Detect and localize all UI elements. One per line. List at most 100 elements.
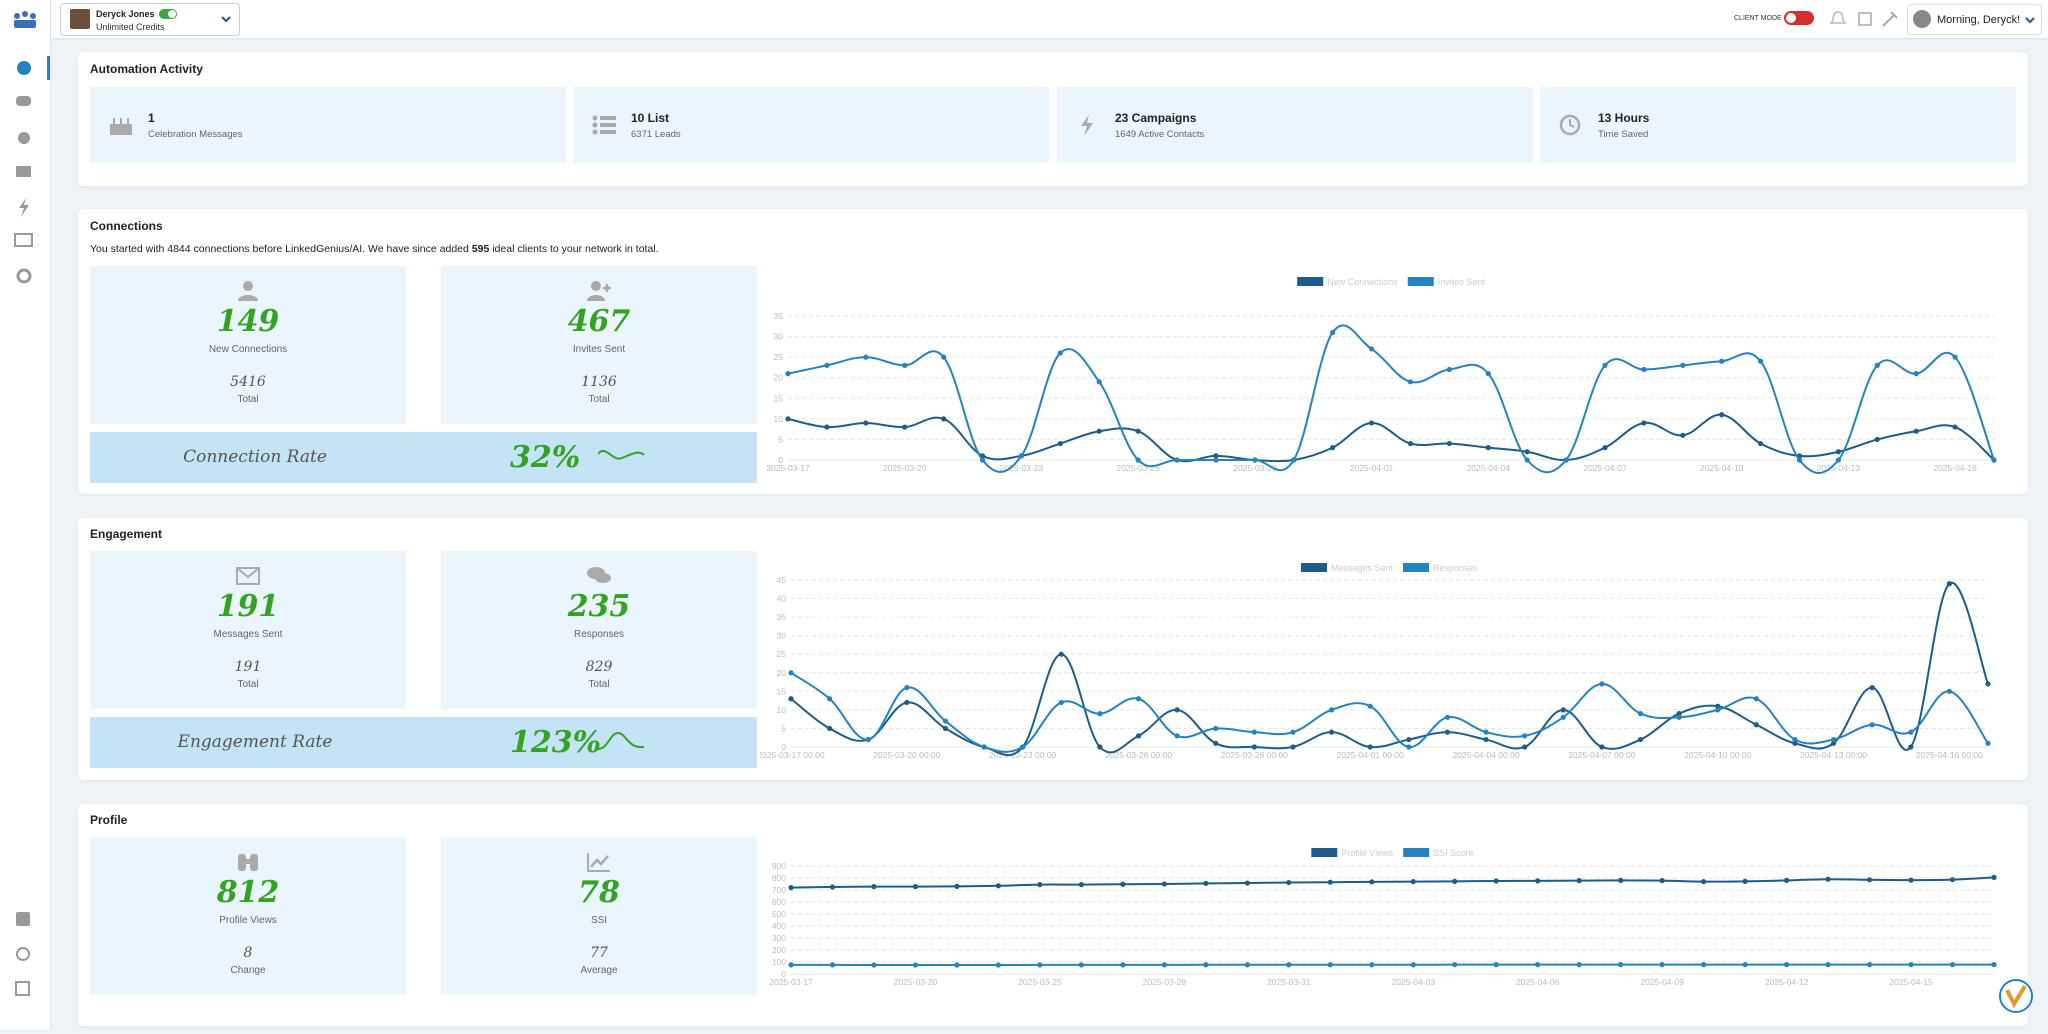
y-tick-label: 20 — [777, 668, 787, 678]
rate-sparkline — [598, 446, 648, 473]
tile-icon — [235, 851, 261, 878]
legend-swatch — [1408, 277, 1434, 286]
data-point — [1754, 696, 1759, 701]
client-mode-toggle[interactable] — [1784, 11, 1814, 25]
nav-support[interactable] — [17, 948, 29, 960]
data-point — [1369, 879, 1374, 884]
data-point — [1097, 711, 1102, 716]
legend-label: New Connections — [1327, 277, 1398, 287]
data-point — [902, 363, 907, 368]
y-tick-label: 700 — [772, 885, 786, 895]
credits: Unlimited Credits — [96, 22, 165, 32]
data-point — [1252, 730, 1257, 735]
x-tick-label: 2025-04-09 — [1640, 977, 1684, 987]
data-point — [1162, 881, 1167, 886]
data-point — [1213, 726, 1218, 731]
data-point — [1019, 453, 1024, 458]
data-point — [1494, 962, 1499, 967]
user-toggle[interactable] — [159, 9, 177, 19]
legend-label: Profile Views — [1341, 848, 1393, 858]
data-point — [1522, 744, 1527, 749]
stat-label: Profile Views — [90, 915, 406, 926]
data-point — [1825, 877, 1830, 882]
data-point — [1522, 733, 1527, 738]
icon-glyph — [235, 851, 261, 873]
data-point — [1950, 962, 1955, 967]
x-tick-label: 2025-04-12 — [1765, 977, 1809, 987]
data-point — [1947, 689, 1952, 694]
data-point — [1452, 879, 1457, 884]
nav-contacts[interactable] — [18, 132, 30, 144]
data-point — [1680, 363, 1685, 368]
nav-linkedin[interactable] — [16, 912, 30, 926]
data-point — [1213, 457, 1218, 462]
data-point — [941, 355, 946, 360]
data-point — [1535, 962, 1540, 967]
nav-lists[interactable] — [16, 166, 31, 177]
data-point — [1618, 878, 1623, 883]
series-line — [791, 877, 1994, 887]
nav-templates[interactable] — [15, 234, 32, 246]
rate-sparkline — [598, 731, 648, 758]
x-tick-label: 2025-04-07 — [1583, 463, 1627, 473]
y-tick-label: 15 — [774, 393, 784, 403]
panel-title: Profile — [90, 813, 127, 827]
data-point — [1952, 424, 1957, 429]
tile-value: 1 — [148, 111, 155, 125]
data-point — [871, 884, 876, 889]
nav-logout[interactable] — [16, 982, 29, 995]
data-point — [1411, 962, 1416, 967]
data-point — [1985, 741, 1990, 746]
data-point — [785, 371, 790, 376]
account-dropdown[interactable]: Deryck Jones Unlimited Credits — [60, 3, 240, 36]
legend-swatch — [1311, 848, 1337, 857]
data-point — [1676, 715, 1681, 720]
data-point — [1245, 880, 1250, 885]
nav-campaigns[interactable] — [19, 198, 29, 217]
data-point — [1754, 722, 1759, 727]
intro-text: You started with 4844 connections before… — [90, 243, 469, 255]
magic[interactable] — [1883, 12, 1897, 26]
nav-dashboard[interactable] — [17, 61, 31, 75]
y-tick-label: 25 — [774, 352, 784, 362]
data-point — [1680, 433, 1685, 438]
data-point — [824, 363, 829, 368]
data-point — [1406, 737, 1411, 742]
icon-glyph — [235, 280, 261, 302]
tile-label: Time Saved — [1598, 129, 1648, 140]
header-icons — [1828, 9, 1908, 29]
tasks[interactable] — [1859, 13, 1871, 25]
data-point — [1563, 457, 1568, 462]
user-name: Deryck Jones — [96, 9, 155, 19]
data-point — [1245, 962, 1250, 967]
icon-glyph — [591, 114, 617, 136]
nav-settings[interactable] — [18, 270, 30, 282]
profile-menu[interactable]: Morning, Deryck! — [1907, 4, 2042, 35]
x-tick-label: 2025-04-07 00:00 — [1568, 750, 1635, 760]
notifications[interactable] — [1831, 12, 1845, 23]
data-point — [1784, 878, 1789, 883]
y-tick-label: 800 — [772, 873, 786, 883]
data-point — [1599, 681, 1604, 686]
data-point — [1758, 359, 1763, 364]
data-point — [1203, 962, 1208, 967]
x-tick-label: 2025-04-10 00:00 — [1684, 750, 1751, 760]
data-point — [1286, 880, 1291, 885]
nav-messages[interactable] — [16, 96, 31, 106]
x-tick-label: 2025-04-04 — [1467, 463, 1511, 473]
data-point — [1914, 371, 1919, 376]
data-point — [1136, 696, 1141, 701]
stat-total: 8 — [90, 945, 406, 961]
active-indicator — [47, 56, 50, 80]
x-tick-label: 2025-03-31 — [1267, 977, 1311, 987]
x-tick-label: 2025-03-26 — [1116, 463, 1160, 473]
x-tick-label: 2025-03-29 00:00 — [1221, 750, 1288, 760]
tile-icon — [591, 114, 617, 141]
